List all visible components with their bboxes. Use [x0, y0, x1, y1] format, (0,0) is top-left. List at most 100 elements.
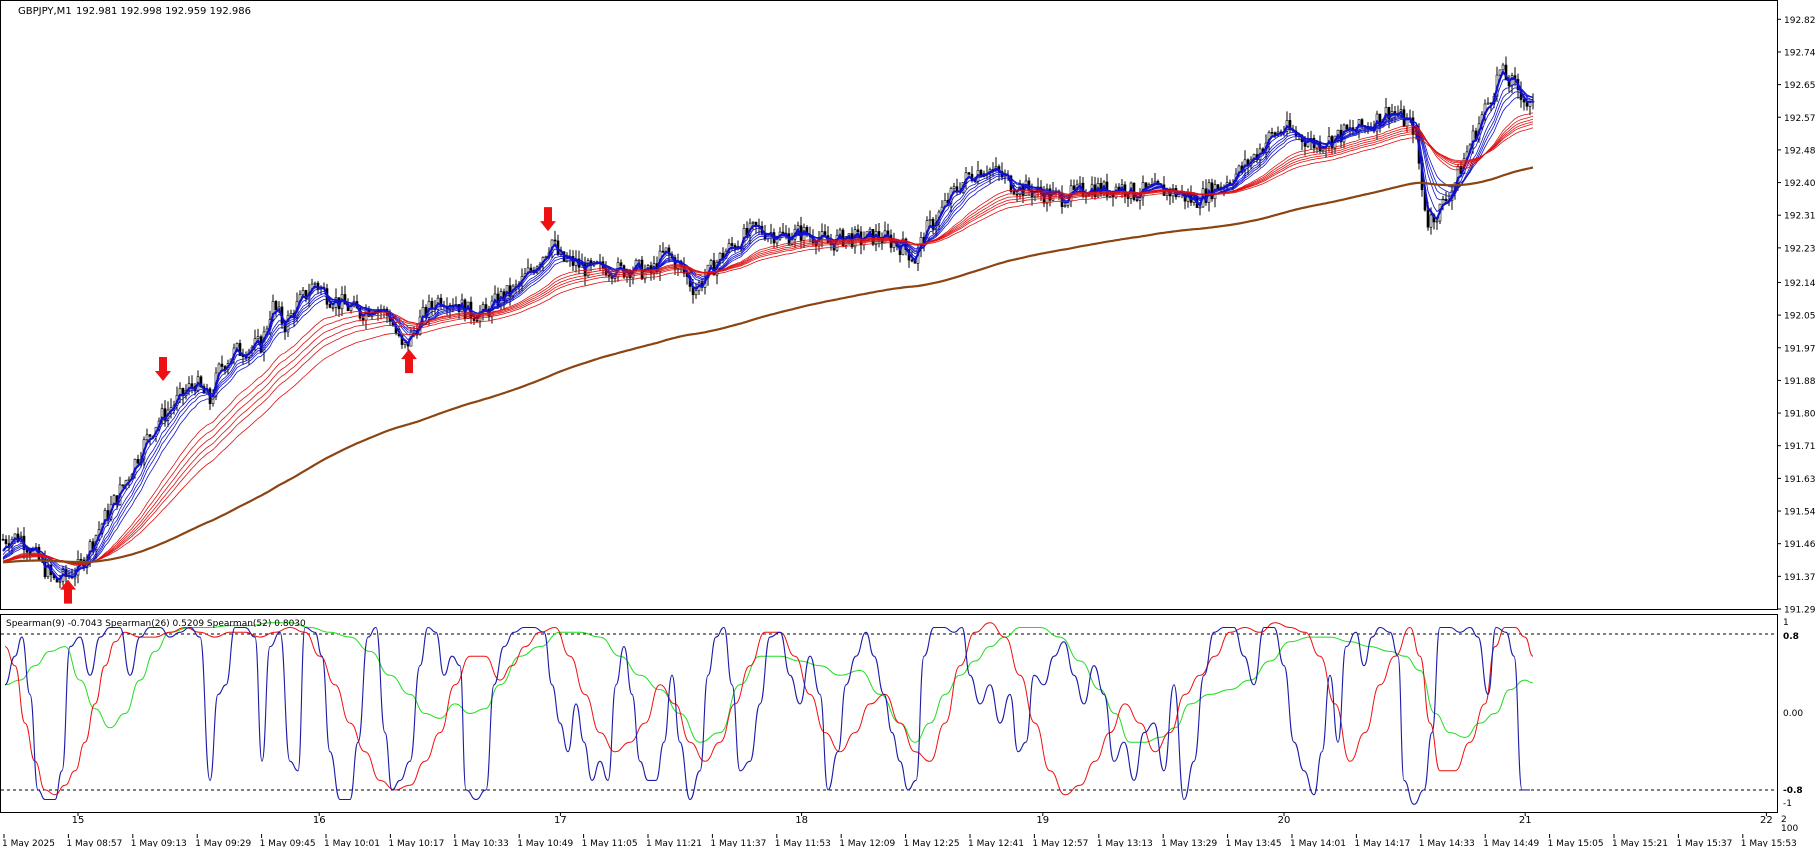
- candle-body: [1063, 205, 1067, 208]
- price-tick-label: 191.460: [1784, 540, 1816, 550]
- candle-body: [1144, 182, 1148, 188]
- candle-body: [148, 434, 152, 437]
- candle-body: [79, 558, 83, 561]
- candle-body: [472, 318, 476, 321]
- candle-body: [967, 172, 971, 175]
- time-label: 1 May 10:33: [453, 839, 509, 847]
- candle-body: [274, 301, 278, 311]
- candle-body: [301, 290, 305, 295]
- price-tick-label: 191.715: [1784, 442, 1816, 452]
- spearman-lines: [4, 622, 1534, 805]
- slow-ema-line: [2, 123, 1534, 564]
- price-tick-label: 191.375: [1784, 573, 1816, 583]
- symbol-title: GBPJPY,M1: [18, 6, 72, 17]
- candle-body: [1270, 132, 1274, 134]
- price-tick-label: 192.825: [1784, 16, 1816, 26]
- candle-body: [1501, 64, 1505, 71]
- time-label: 1 May 10:17: [388, 839, 444, 847]
- candle-body: [1426, 209, 1430, 228]
- time-label: 1 May 15:37: [1676, 839, 1732, 847]
- candle-body: [781, 231, 785, 234]
- time-label: 1 May 2025: [2, 839, 55, 847]
- candle-body: [313, 282, 317, 285]
- time-label: 1 May 14:01: [1290, 839, 1346, 847]
- time-label: 1 May 13:13: [1097, 839, 1153, 847]
- signal-arrows: [60, 207, 556, 604]
- spearman9-line: [4, 626, 1530, 805]
- time-label: 1 May 11:37: [710, 839, 766, 847]
- candle-body: [163, 408, 167, 421]
- candle-body: [439, 297, 443, 307]
- price-tick-label: 192.140: [1784, 279, 1816, 289]
- fast-ema-line: [2, 87, 1534, 574]
- time-axis: 15 16 17 18 19 20 21 22 1 May 2025 1 May 08:57 1 M…: [2, 812, 1797, 849]
- time-label: 1 May 08:57: [66, 839, 122, 847]
- time-label: 1 May 15:21: [1612, 839, 1668, 847]
- price-tick-label: 192.740: [1784, 48, 1816, 58]
- candle-body: [256, 336, 260, 340]
- time-label: 1 May 11:21: [646, 839, 702, 847]
- fast-ema-line: [2, 91, 1534, 573]
- indicator-legend: Spearman(9) -0.7043 Spearman(26) 0.5209 …: [6, 619, 306, 629]
- candle-body: [955, 186, 959, 192]
- spearman26-line: [4, 622, 1534, 796]
- candle-body: [952, 186, 956, 189]
- indicator-axis: 1 0.8 0.00 -0.8 -1 2 100: [1781, 618, 1803, 834]
- candle-body: [1498, 69, 1502, 76]
- candle-body: [136, 459, 140, 464]
- candle-body: [304, 290, 308, 300]
- candle-body: [328, 304, 332, 308]
- candle-body: [190, 383, 194, 387]
- price-tick-label: 191.885: [1784, 377, 1816, 387]
- time-label: 1 May 10:01: [324, 839, 380, 847]
- candle-body: [1435, 220, 1439, 223]
- ohlc-readout: 192.981 192.998 192.959 192.986: [76, 6, 251, 17]
- candle-body: [751, 221, 755, 224]
- time-label: 1 May 14:17: [1354, 839, 1410, 847]
- price-tick-label: 192.230: [1784, 244, 1816, 254]
- ind-label-2: 2: [1781, 815, 1787, 825]
- ind-label-minus-1: -1: [1783, 799, 1792, 809]
- candle-body: [931, 218, 935, 230]
- slow-ema-line: [2, 115, 1534, 565]
- fast-ema-line: [2, 96, 1534, 571]
- time-top-label: 21: [1519, 815, 1532, 826]
- time-label: 1 May 15:53: [1741, 839, 1797, 847]
- time-top-label: 17: [554, 815, 567, 826]
- candle-body: [1387, 107, 1391, 120]
- candle-body: [25, 549, 29, 553]
- candle-body: [730, 243, 734, 246]
- candle-body: [121, 484, 125, 487]
- time-label: 1 May 12:25: [904, 839, 960, 847]
- time-label: 1 May 15:05: [1548, 839, 1604, 847]
- candle-body: [1072, 185, 1076, 190]
- candle-body: [1429, 214, 1433, 228]
- candle-body: [430, 300, 434, 308]
- candle-body: [661, 250, 665, 253]
- candle-body: [1345, 124, 1349, 130]
- candle-body: [361, 317, 365, 321]
- price-tick-label: 191.290: [1784, 606, 1816, 616]
- time-label: 1 May 13:29: [1161, 839, 1217, 847]
- candle-body: [145, 434, 149, 441]
- candle-body: [619, 262, 623, 266]
- time-label: 1 May 09:45: [260, 839, 316, 847]
- candle-body: [1522, 99, 1526, 103]
- time-top-label: 22: [1760, 815, 1773, 826]
- time-label: 1 May 12:41: [968, 839, 1024, 847]
- candle-body: [910, 259, 914, 262]
- candle-body: [271, 301, 275, 321]
- price-tick-label: 192.055: [1784, 312, 1816, 322]
- candle-body: [514, 284, 518, 287]
- candle-body: [1, 538, 5, 541]
- time-top-label: 16: [313, 815, 326, 826]
- time-label: 1 May 10:49: [517, 839, 573, 847]
- moving-average-ribbon: [2, 69, 1534, 582]
- price-tick-label: 191.630: [1784, 475, 1816, 485]
- price-axis: 192.825 192.740 192.655 192.570 192.485 192.4…: [1777, 16, 1816, 616]
- candle-body: [1198, 206, 1202, 209]
- time-label: 1 May 09:29: [195, 839, 251, 847]
- time-label: 1 May 13:45: [1226, 839, 1282, 847]
